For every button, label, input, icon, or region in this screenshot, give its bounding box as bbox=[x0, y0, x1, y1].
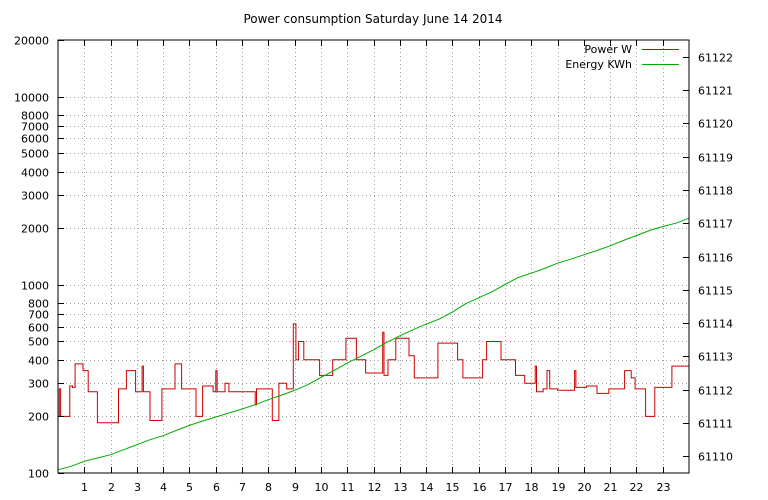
y-tick-label: 1000 bbox=[21, 280, 49, 293]
chart-title: Power consumption Saturday June 14 2014 bbox=[243, 12, 502, 26]
x-tick-label: 11 bbox=[341, 481, 355, 494]
x-tick-label: 17 bbox=[499, 481, 513, 494]
y-tick-label: 7000 bbox=[21, 121, 49, 134]
y-tick-label: 700 bbox=[28, 309, 49, 322]
y2-tick-label: 61116 bbox=[698, 252, 733, 265]
x-tick-label: 7 bbox=[239, 481, 246, 494]
x-tick-label: 6 bbox=[213, 481, 220, 494]
y2-tick-label: 61121 bbox=[698, 85, 733, 98]
series-layer bbox=[57, 217, 690, 471]
y2-tick-label: 61119 bbox=[698, 152, 733, 165]
y-tick-label: 10000 bbox=[14, 92, 49, 105]
grid-lines bbox=[58, 40, 689, 473]
y2-tick-label: 61120 bbox=[698, 118, 733, 131]
x-tick-label: 10 bbox=[315, 481, 329, 494]
y-tick-label: 2000 bbox=[21, 223, 49, 236]
y2-tick-label: 61112 bbox=[698, 385, 733, 398]
y2-tick-label: 61118 bbox=[698, 185, 733, 198]
x-tick-label: 23 bbox=[657, 481, 671, 494]
x-tick-label: 20 bbox=[578, 481, 592, 494]
legend-label: Energy KWh bbox=[565, 58, 632, 71]
legend: Power W Energy KWh bbox=[565, 43, 679, 71]
y-tick-label: 500 bbox=[28, 336, 49, 349]
y-tick-label: 200 bbox=[28, 411, 49, 424]
ticks-layer: 1 2 3 4 5 6 7 8 9 10 11 12 13 14 15 16 17 18 19 20 21 22 23100… bbox=[14, 35, 733, 495]
y-tick-label: 300 bbox=[28, 378, 49, 391]
x-tick-label: 3 bbox=[134, 481, 141, 494]
plot-frame bbox=[57, 39, 690, 474]
y2-tick-label: 61122 bbox=[698, 52, 733, 65]
x-tick-label: 9 bbox=[292, 481, 299, 494]
x-tick-label: 22 bbox=[630, 481, 644, 494]
y-tick-label: 4000 bbox=[21, 167, 49, 180]
x-tick-label: 21 bbox=[604, 481, 618, 494]
y-tick-label: 400 bbox=[28, 355, 49, 368]
y2-tick-label: 61114 bbox=[698, 318, 733, 331]
x-tick-label: 16 bbox=[473, 481, 487, 494]
x-tick-label: 5 bbox=[186, 481, 193, 494]
x-tick-label: 18 bbox=[525, 481, 539, 494]
y-tick-label: 8000 bbox=[21, 110, 49, 123]
y-tick-label: 600 bbox=[28, 322, 49, 335]
y-tick-label: 6000 bbox=[21, 133, 49, 146]
y-tick-label: 100 bbox=[28, 468, 49, 481]
x-tick-label: 2 bbox=[108, 481, 115, 494]
x-tick-label: 19 bbox=[552, 481, 566, 494]
x-tick-label: 4 bbox=[160, 481, 167, 494]
y2-tick-label: 61115 bbox=[698, 285, 733, 298]
y-tick-label: 20000 bbox=[14, 35, 49, 48]
x-tick-label: 13 bbox=[394, 481, 408, 494]
energy-kwh-line bbox=[57, 217, 690, 471]
x-tick-label: 12 bbox=[368, 481, 382, 494]
y2-tick-label: 61113 bbox=[698, 351, 733, 364]
y2-tick-label: 61111 bbox=[698, 418, 733, 431]
legend-label: Power W bbox=[584, 43, 632, 56]
y-tick-label: 3000 bbox=[21, 190, 49, 203]
y-tick-label: 800 bbox=[28, 298, 49, 311]
y-tick-label: 5000 bbox=[21, 148, 49, 161]
x-tick-label: 14 bbox=[420, 481, 434, 494]
x-tick-label: 8 bbox=[265, 481, 272, 494]
x-tick-label: 15 bbox=[446, 481, 460, 494]
x-tick-label: 1 bbox=[81, 481, 88, 494]
power-w-line bbox=[58, 323, 689, 424]
y2-tick-label: 61110 bbox=[698, 451, 733, 464]
y2-tick-label: 61117 bbox=[698, 218, 733, 231]
